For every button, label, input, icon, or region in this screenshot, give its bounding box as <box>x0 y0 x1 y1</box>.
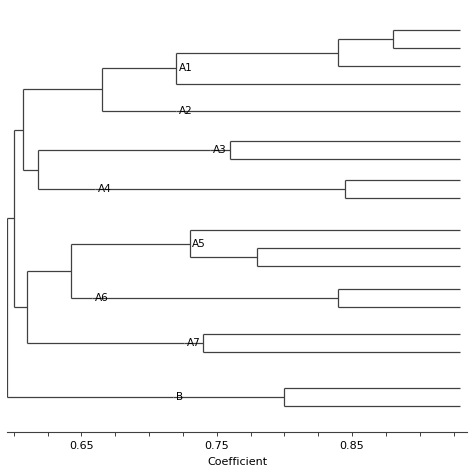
Text: A4: A4 <box>98 184 111 194</box>
Text: A1: A1 <box>179 63 192 73</box>
X-axis label: Coefficient: Coefficient <box>207 457 267 467</box>
Text: A2: A2 <box>179 106 192 116</box>
Text: B: B <box>176 392 183 401</box>
Text: A3: A3 <box>213 145 227 155</box>
Text: A5: A5 <box>192 239 206 249</box>
Text: A6: A6 <box>95 293 109 303</box>
Text: A7: A7 <box>187 338 201 348</box>
